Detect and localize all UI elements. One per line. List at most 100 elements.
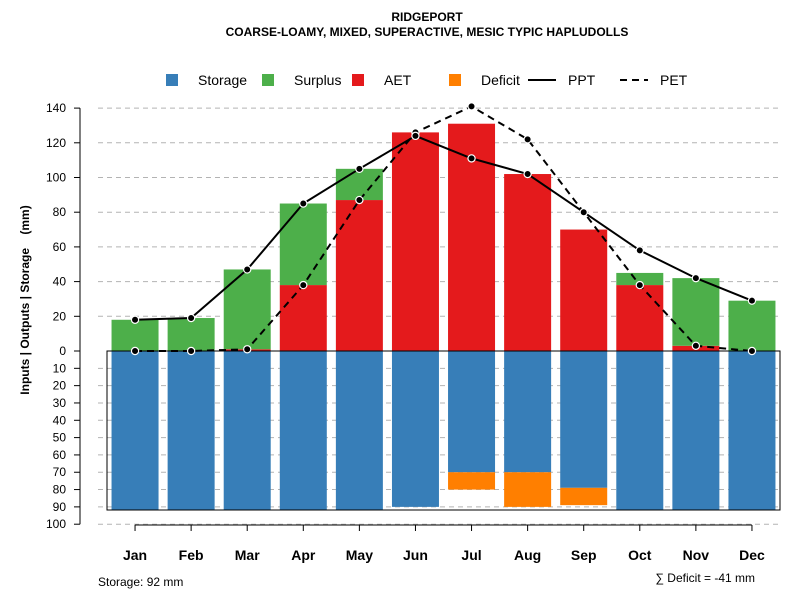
ppt-point xyxy=(130,315,140,324)
x-tick-label: Sep xyxy=(571,547,597,563)
x-tick-label: Mar xyxy=(235,547,260,563)
ppt-line xyxy=(134,134,753,321)
storage-bar xyxy=(335,351,383,511)
pet-point xyxy=(523,135,532,144)
y-tick-label: 80 xyxy=(53,483,67,497)
deficit-bar xyxy=(504,472,552,507)
aet-bar xyxy=(616,285,664,351)
x-tick-label: Oct xyxy=(628,547,652,563)
y-tick-label: 140 xyxy=(46,101,66,115)
y-tick-label: 120 xyxy=(46,136,66,150)
aet-bar xyxy=(504,174,552,351)
x-tick-label: Jun xyxy=(403,547,428,563)
storage-bar xyxy=(167,351,215,511)
legend-label-ppt: PPT xyxy=(568,72,596,88)
storage-bar xyxy=(391,351,439,507)
y-tick-label: 60 xyxy=(53,448,67,462)
pet-line xyxy=(135,105,753,352)
pet-point xyxy=(635,280,644,290)
aet-surplus-bars xyxy=(111,123,776,351)
x-tick-label: Dec xyxy=(739,547,765,563)
deficit-bar xyxy=(560,487,608,506)
y-tick-label: 10 xyxy=(53,361,67,375)
x-tick-label: Aug xyxy=(514,547,541,563)
ppt-point xyxy=(635,246,644,255)
storage-bar xyxy=(616,351,664,511)
pet-point xyxy=(299,280,308,290)
legend-label-deficit: Deficit xyxy=(481,72,520,88)
pet-point xyxy=(130,346,140,356)
storage-bar xyxy=(279,351,327,511)
chart-subtitle: COARSE-LOAMY, MIXED, SUPERACTIVE, MESIC … xyxy=(226,25,629,39)
y-tick-label: 70 xyxy=(53,465,67,479)
y-tick-label: 90 xyxy=(53,500,67,514)
ppt-point xyxy=(691,273,701,283)
pet-point xyxy=(691,341,701,350)
x-tick-label: Nov xyxy=(683,547,710,563)
y-tick-label: 60 xyxy=(53,240,67,254)
ppt-point xyxy=(579,207,588,217)
pet-point xyxy=(186,346,196,356)
x-tick-label: Jul xyxy=(461,547,481,563)
surplus-bar xyxy=(728,300,776,351)
y-tick-label: 80 xyxy=(53,205,67,219)
legend-label-aet: AET xyxy=(384,72,412,88)
gridlines xyxy=(98,107,780,525)
y-tick-label: 20 xyxy=(53,379,67,393)
legend-label-pet: PET xyxy=(660,72,688,88)
storage-frame xyxy=(106,350,781,511)
y-tick-label: 20 xyxy=(53,309,67,323)
pet-point xyxy=(355,195,364,205)
surplus-bar xyxy=(335,168,383,201)
legend-swatch-deficit xyxy=(449,74,461,86)
aet-bar xyxy=(279,285,327,351)
storage-bar xyxy=(560,351,608,488)
storage-bar xyxy=(111,351,159,511)
y-tick-label: 30 xyxy=(53,396,67,410)
deficit-bar xyxy=(448,472,496,490)
y-tick-label: 40 xyxy=(53,413,67,427)
legend-label-storage: Storage xyxy=(198,72,247,88)
storage-note: Storage: 92 mm xyxy=(98,575,183,589)
surplus-bar xyxy=(111,319,159,351)
x-tick-label: Feb xyxy=(179,547,204,563)
legend-label-surplus: Surplus xyxy=(294,72,341,88)
aet-bar xyxy=(391,132,439,351)
ppt-point xyxy=(186,313,196,323)
storage-bar xyxy=(728,351,776,511)
y-tick-label: 40 xyxy=(53,275,67,289)
storage-bar xyxy=(504,351,552,473)
storage-bar xyxy=(223,351,271,511)
ppt-point xyxy=(467,154,476,163)
ppt-point xyxy=(411,131,420,141)
pet-point xyxy=(747,346,757,356)
y-axis-label: Inputs | Outputs | Storage (mm) xyxy=(18,205,32,394)
ppt-point xyxy=(355,164,364,174)
surplus-bar xyxy=(672,278,720,346)
pet-point xyxy=(467,102,476,111)
ppt-point xyxy=(747,296,757,305)
legend: Storage Surplus AET Deficit PPT PET xyxy=(166,72,688,88)
aet-bar xyxy=(560,229,608,351)
y-tick-label: 0 xyxy=(59,344,66,358)
x-tick-label: May xyxy=(346,547,373,563)
deficit-note: ∑ Deficit = -41 mm xyxy=(655,571,755,585)
surplus-bar xyxy=(279,203,327,286)
ppt-point xyxy=(243,265,252,274)
ppt-point xyxy=(523,169,532,179)
aet-bar xyxy=(335,200,383,351)
legend-swatch-surplus xyxy=(262,74,274,86)
surplus-bar xyxy=(616,272,664,286)
legend-swatch-storage xyxy=(166,74,178,86)
axes: 0 20 40 60 80 100 120 140 10 20 30 40 50 60 70 80 90 100 J… xyxy=(46,101,765,563)
y-tick-label: 100 xyxy=(46,517,66,531)
storage-bar xyxy=(448,351,496,473)
storage-bar xyxy=(672,351,720,511)
surplus-bar xyxy=(223,269,271,350)
chart-title: RIDGEPORT xyxy=(391,10,463,24)
y-tick-label: 50 xyxy=(53,431,67,445)
y-tick-label: 100 xyxy=(46,171,66,185)
storage-deficit-bars xyxy=(111,351,776,511)
ppt-pet-lines xyxy=(130,102,757,356)
